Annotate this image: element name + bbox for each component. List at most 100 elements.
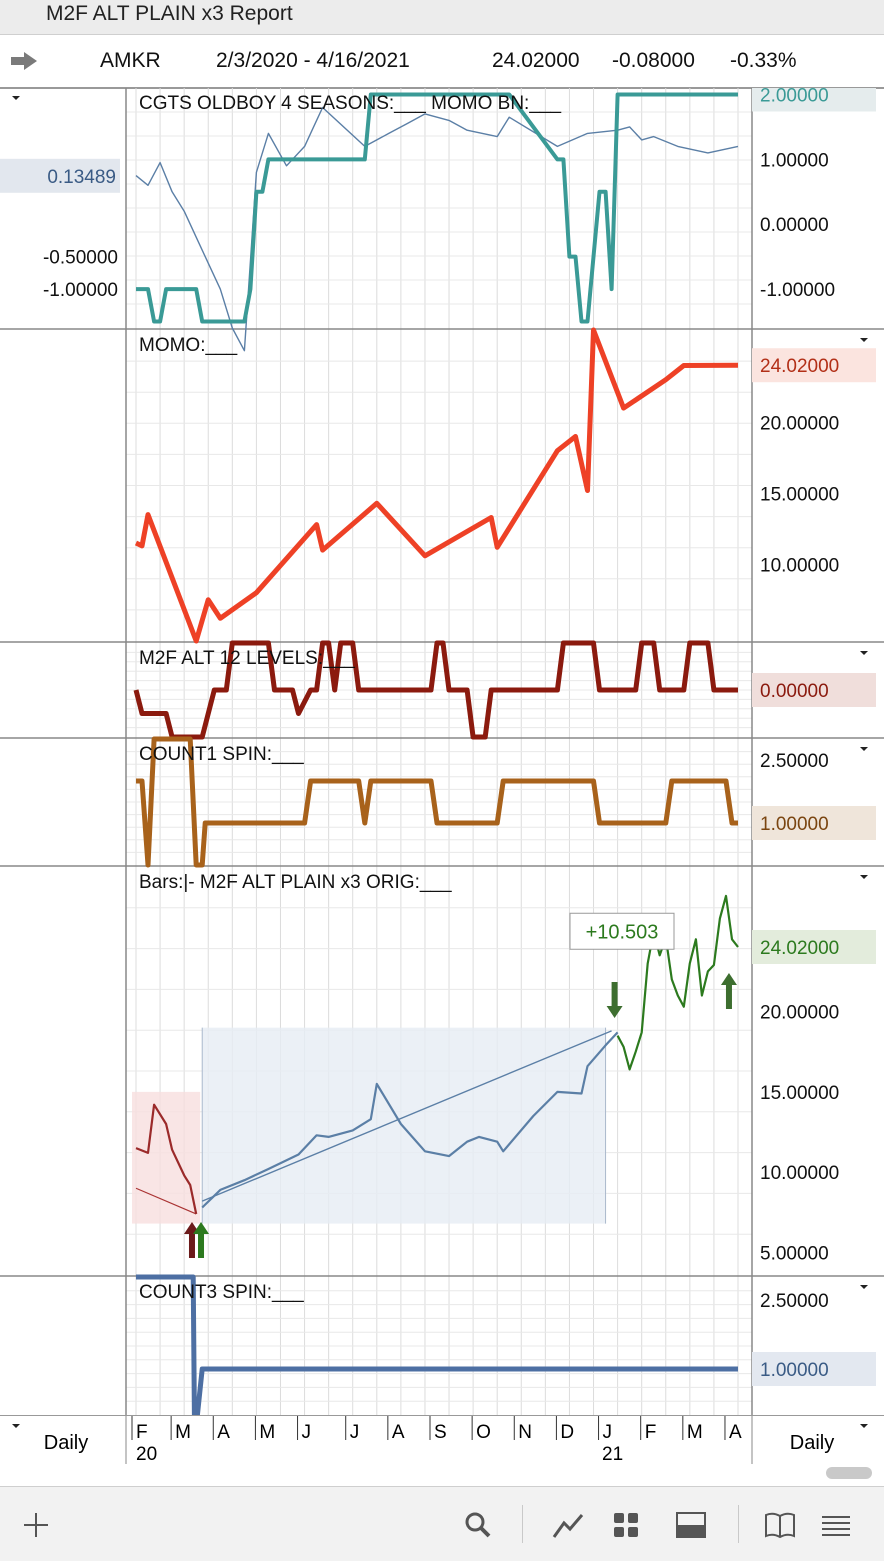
left-value-badge — [0, 158, 120, 193]
y-tick-label: -0.50000 — [43, 248, 118, 269]
y-tick-label: 10.00000 — [760, 1163, 839, 1184]
month-label: O — [476, 1422, 491, 1443]
pane-menu-icon — [860, 875, 868, 879]
arrow-right-icon[interactable] — [10, 51, 38, 71]
highlight-range-red — [132, 1091, 201, 1224]
value-badge — [752, 348, 876, 383]
series-bars-blue — [201, 1031, 619, 1209]
month-label: F — [136, 1422, 148, 1443]
value-badge-label: 24.02000 — [760, 356, 839, 377]
value-badge-label: 1.00000 — [760, 814, 829, 835]
pane-title: COUNT1 SPIN:___ — [139, 744, 304, 765]
month-label: M — [175, 1422, 191, 1443]
value-badge-label: 0.00000 — [760, 681, 829, 702]
y-tick-label: -1.00000 — [760, 280, 835, 301]
pane-menu-icon — [860, 338, 868, 342]
time-axis-svg: F M A M J J A S O N D J F M A 20 21 Daily Daily — [12, 1416, 868, 1465]
menu-icon[interactable] — [818, 1507, 854, 1543]
month-label: F — [645, 1422, 657, 1443]
panel-icon[interactable] — [673, 1507, 709, 1543]
month-label: S — [434, 1422, 447, 1443]
interval-left: Daily — [44, 1432, 88, 1454]
quote-pct: -0.33% — [730, 49, 797, 72]
value-badge — [752, 806, 876, 840]
year-label: 20 — [136, 1444, 157, 1464]
series-bars-green — [616, 894, 739, 1071]
trend-line-blue — [201, 1030, 612, 1202]
bottom-toolbar — [0, 1486, 884, 1561]
trend-line-red — [135, 1187, 197, 1215]
month-label: J — [350, 1422, 360, 1443]
quote-last: 24.02000 — [492, 49, 580, 72]
interval-right: Daily — [790, 1432, 834, 1454]
plus-icon[interactable] — [18, 1507, 54, 1543]
series-momo-bn — [135, 106, 739, 352]
pane-title: M2F ALT 12 LEVELS:___ — [139, 648, 355, 669]
highlight-range-blue — [202, 1027, 606, 1224]
annotation-box — [569, 912, 675, 950]
quote-change: -0.08000 — [612, 49, 695, 72]
month-label: A — [729, 1422, 742, 1443]
y-tick-label: 2.50000 — [760, 751, 829, 772]
search-icon[interactable] — [460, 1507, 496, 1543]
series-m2f-levels — [133, 640, 738, 740]
grid-layout-icon[interactable] — [608, 1507, 644, 1543]
month-label: M — [259, 1422, 275, 1443]
value-badge — [752, 929, 876, 964]
interval-menu-icon[interactable] — [12, 1424, 20, 1428]
y-tick-label: 1.00000 — [760, 150, 829, 171]
left-value-badge-label: 0.13489 — [47, 167, 116, 188]
month-label: A — [217, 1422, 230, 1443]
pane-title: Bars:|- M2F ALT PLAIN x3 ORIG:___ — [139, 872, 452, 893]
series-count3 — [136, 1274, 738, 1415]
value-badge — [752, 673, 876, 707]
value-badge — [752, 1352, 876, 1386]
window-titlebar: M2F ALT PLAIN x3 Report — [0, 0, 884, 35]
y-tick-label: 20.00000 — [760, 1003, 839, 1024]
horizontal-scrollbar[interactable] — [826, 1467, 872, 1479]
buy-arrow-icon — [720, 973, 737, 1010]
quote-symbol[interactable]: AMKR — [100, 49, 161, 72]
pane-title: CGTS OLDBOY 4 SEASONS:___ MOMO BN:___ — [139, 93, 561, 114]
time-axis: F M A M J J A S O N D J F M A 20 21 Daily Daily — [0, 1415, 884, 1465]
y-tick-label: 20.00000 — [760, 413, 839, 434]
quote-bar: AMKR 2/3/2020 - 4/16/2021 24.02000 -0.08… — [0, 35, 884, 89]
pane-menu-icon — [860, 651, 868, 655]
pane-menu-icon — [860, 1285, 868, 1289]
month-label: D — [560, 1422, 574, 1443]
series-bars-red — [135, 1103, 198, 1215]
quote-range: 2/3/2020 - 4/16/2021 — [216, 49, 410, 72]
pane-title: COUNT3 SPIN:___ — [139, 1282, 304, 1303]
series-momo — [134, 327, 739, 644]
series-count1 — [136, 736, 738, 868]
y-tick-label: 10.00000 — [760, 555, 839, 576]
y-tick-label: 15.00000 — [760, 484, 839, 505]
sell-arrow-icon — [606, 981, 623, 1018]
interval-menu-icon[interactable] — [860, 1424, 868, 1428]
y-tick-label: 2.50000 — [760, 1291, 829, 1312]
value-badge — [752, 88, 876, 112]
value-badge-label: 1.00000 — [760, 1360, 829, 1381]
y-tick-label: 0.00000 — [760, 215, 829, 236]
pane-menu-icon — [860, 747, 868, 751]
value-badge-label: 24.02000 — [760, 938, 839, 959]
month-label: N — [518, 1422, 532, 1443]
year-label: 21 — [602, 1444, 623, 1464]
month-label: J — [603, 1422, 613, 1443]
series-cgts-oldboy — [136, 92, 738, 324]
pane-menu-icon — [12, 96, 20, 100]
window-title: M2F ALT PLAIN x3 Report — [46, 2, 293, 25]
buy-arrow-icon — [193, 1221, 210, 1258]
month-label: A — [392, 1422, 405, 1443]
draw-line-icon[interactable] — [550, 1507, 586, 1543]
y-tick-label: -1.00000 — [43, 280, 118, 301]
value-badge-label: 2.00000 — [760, 88, 829, 106]
pane-title: MOMO:___ — [139, 335, 238, 356]
y-tick-label: 15.00000 — [760, 1083, 839, 1104]
month-label: J — [302, 1422, 312, 1443]
book-icon[interactable] — [762, 1507, 798, 1543]
y-tick-label: 5.00000 — [760, 1244, 829, 1265]
month-label: M — [687, 1422, 703, 1443]
chart-area[interactable]: 1.00000 0.00000 -1.00000 -0.50000 -1.00000 2.… — [0, 88, 884, 1415]
annotation-label: +10.503 — [586, 921, 659, 943]
